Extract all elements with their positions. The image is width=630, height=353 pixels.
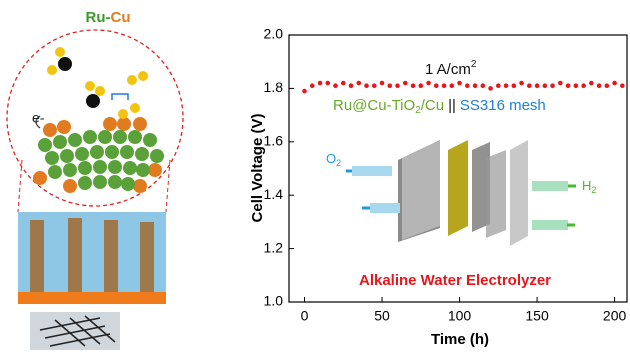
data-point [387,83,392,88]
y-tick-label: 1.0 [264,293,284,309]
y-tick-label: 1.8 [264,79,284,95]
x-tick-label: 100 [448,308,472,324]
x-tick-label: 150 [525,308,549,324]
x-tick-label: 200 [603,308,627,324]
data-point [512,83,517,88]
data-point [302,89,307,94]
cathode: Ru@Cu-TiO [333,97,415,114]
data-point [535,83,540,88]
data-point [457,81,462,86]
y-tick-label: 2.0 [264,26,284,42]
electron-label: e- [32,110,45,126]
zoom-line [18,160,22,212]
data-point [597,83,602,88]
data-point [395,83,400,88]
cu-label: Cu [111,9,131,26]
data-point [481,83,486,88]
data-point [605,83,610,88]
anode: SS316 mesh [460,97,546,114]
mesh-photo [30,312,120,350]
data-point [566,83,571,88]
data-point [356,81,361,86]
figure: Ru-Cu e- Cell Voltage (V) Time (h) O2 H2… [0,0,630,353]
data-point [310,83,315,88]
y-tick-label: 1.2 [264,239,284,255]
data-point [543,83,548,88]
ru-label: Ru [86,9,106,26]
data-point [581,83,586,88]
data-point [574,83,579,88]
title-ru-cu: Ru-Cu [86,9,131,26]
x-tick-label: 50 [374,308,390,324]
x-axis-title: Time (h) [431,331,489,348]
oxygen-label: O2 [326,151,341,168]
device-label: Alkaline Water Electrolyzer [359,272,551,289]
data-point [496,83,501,88]
data-point [527,83,532,88]
o2-sub: 2 [336,158,341,168]
data-point [349,83,354,88]
data-point [364,83,369,88]
data-point [589,81,594,86]
data-point [380,81,385,86]
data-point [465,83,470,88]
data-point [341,81,346,86]
x-tick-label: 0 [301,308,309,324]
cathode-rest: /Cu [421,97,444,114]
data-point [550,83,555,88]
current-sup: 2 [471,59,477,70]
y-axis-title: Cell Voltage (V) [249,114,266,223]
data-point [403,81,408,86]
electrode-label: Ru@Cu-TiO2/Cu||SS316 mesh [333,97,546,116]
data-point [449,83,454,88]
data-point [473,83,478,88]
hydrogen-label: H2 [582,178,596,195]
h2-text: H [582,178,591,193]
data-point [418,83,423,88]
current-density: 1 A/cm2 [425,59,477,78]
data-point [504,83,509,88]
data-point [372,83,377,88]
substrate [18,292,166,304]
data-point [434,83,439,88]
data-point [612,81,617,86]
current-text: 1 A/cm [425,61,471,78]
separator: || [448,97,456,114]
data-point [325,81,330,86]
data-point [442,83,447,88]
data-point [426,81,431,86]
o2-text: O [326,151,336,166]
catalyst-illustration: Ru-Cu e- [7,9,183,350]
data-point [620,83,625,88]
y-tick-label: 1.6 [264,133,284,149]
y-tick-label: 1.4 [264,186,284,202]
data-point [318,81,323,86]
data-point [519,81,524,86]
data-point [488,86,493,91]
h2-sub: 2 [591,185,596,195]
data-point [411,83,416,88]
data-point [333,83,338,88]
electrolyzer-sketch [346,140,576,246]
data-point [558,81,563,86]
